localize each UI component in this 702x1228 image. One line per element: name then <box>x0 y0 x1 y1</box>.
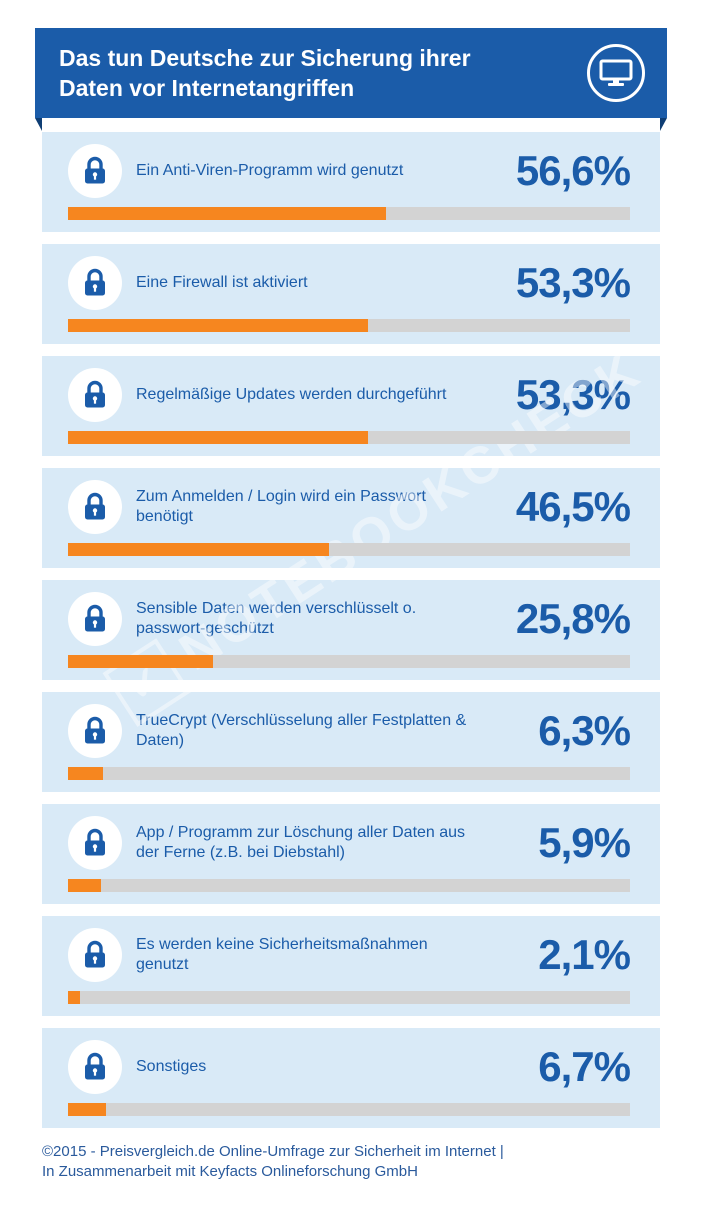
bar-fill <box>68 879 102 892</box>
lock-icon <box>68 704 122 758</box>
bar-track <box>68 1103 630 1116</box>
item-label: TrueCrypt (Verschlüsselung aller Festpla… <box>136 712 467 749</box>
bar-track <box>68 767 630 780</box>
bar-fill <box>68 1103 106 1116</box>
bar-fill <box>68 991 80 1004</box>
item-percent: 53,3% <box>515 259 631 306</box>
bar-fill <box>68 543 330 556</box>
chart-row-encryption: Sensible Daten werden verschlüsselt o. p… <box>42 580 660 680</box>
bar-track <box>68 319 630 332</box>
bar-fill <box>68 431 368 444</box>
lock-icon <box>68 1040 122 1094</box>
lock-icon <box>68 592 122 646</box>
chart-row-antivirus: Ein Anti-Viren-Programm wird genutzt 56,… <box>42 132 660 232</box>
chart-rows: Ein Anti-Viren-Programm wird genutzt 56,… <box>42 132 660 1128</box>
page-title: Das tun Deutsche zur Sicherung ihrer Dat… <box>59 43 471 103</box>
bar-track <box>68 655 630 668</box>
monitor-icon <box>587 44 645 102</box>
lock-icon <box>68 928 122 982</box>
lock-icon <box>68 816 122 870</box>
item-percent: 53,3% <box>515 371 631 418</box>
chart-row-no-measures: Es werden keine Sicherheitsmaßnahmen gen… <box>42 916 660 1016</box>
item-label: Zum Anmelden / Login wird ein Passwort b… <box>136 488 426 525</box>
item-percent: 6,3% <box>538 707 631 754</box>
bar-fill <box>68 319 368 332</box>
item-percent: 25,8% <box>515 595 631 642</box>
bar-track <box>68 991 630 1004</box>
bar-track <box>68 543 630 556</box>
lock-icon <box>68 368 122 422</box>
bar-fill <box>68 655 213 668</box>
item-label: Sensible Daten werden verschlüsselt o. p… <box>136 600 417 637</box>
item-percent: 56,6% <box>515 147 631 194</box>
item-label: Ein Anti-Viren-Programm wird genutzt <box>136 162 404 179</box>
chart-row-password-login: Zum Anmelden / Login wird ein Passwort b… <box>42 468 660 568</box>
banner-fold-right <box>660 118 667 131</box>
source-footer-line1: ©2015 - Preisvergleich.de Online-Umfrage… <box>42 1143 504 1160</box>
item-label: Eine Firewall ist aktiviert <box>136 274 308 291</box>
source-footer: ©2015 - Preisvergleich.de Online-Umfrage… <box>42 1142 660 1182</box>
chart-row-firewall: Eine Firewall ist aktiviert 53,3% <box>42 244 660 344</box>
item-label: App / Programm zur Löschung aller Daten … <box>136 824 466 861</box>
chart-row-updates: Regelmäßige Updates werden durchgeführt … <box>42 356 660 456</box>
item-percent: 5,9% <box>538 819 631 866</box>
bar-track <box>68 431 630 444</box>
page-title-line1: Das tun Deutsche zur Sicherung ihrer <box>59 45 471 71</box>
chart-row-remote-wipe: App / Programm zur Löschung aller Daten … <box>42 804 660 904</box>
lock-icon <box>68 256 122 310</box>
banner-fold-left <box>35 118 42 131</box>
monitor-icon-svg <box>599 59 633 86</box>
item-percent: 6,7% <box>538 1043 631 1090</box>
item-percent: 2,1% <box>538 931 631 978</box>
header-banner: Das tun Deutsche zur Sicherung ihrer Dat… <box>35 28 667 131</box>
item-label: Es werden keine Sicherheitsmaßnahmen gen… <box>136 936 428 973</box>
bar-fill <box>68 207 387 220</box>
item-label: Regelmäßige Updates werden durchgeführt <box>136 386 447 403</box>
bar-track <box>68 207 630 220</box>
lock-icon <box>68 480 122 534</box>
item-percent: 46,5% <box>515 483 631 530</box>
bar-fill <box>68 767 104 780</box>
bar-track <box>68 879 630 892</box>
chart-row-other: Sonstiges 6,7% <box>42 1028 660 1128</box>
chart-row-truecrypt: TrueCrypt (Verschlüsselung aller Festpla… <box>42 692 660 792</box>
item-label: Sonstiges <box>136 1058 207 1075</box>
lock-icon <box>68 144 122 198</box>
source-footer-line2: In Zusammenarbeit mit Keyfacts Onlinefor… <box>42 1163 418 1180</box>
page-title-line2: Daten vor Internetangriffen <box>59 75 355 101</box>
